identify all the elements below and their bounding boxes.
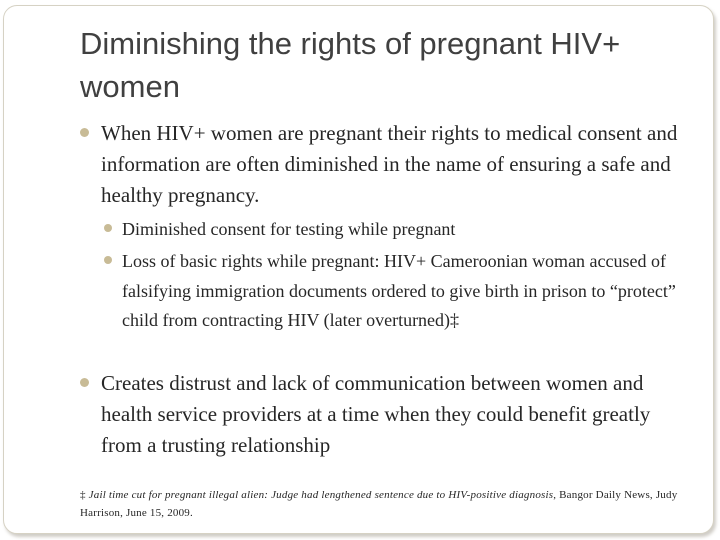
bullet-item-distrust: Creates distrust and lack of communicati… xyxy=(80,368,681,461)
sub-bullet-item-consent-testing: Diminished consent for testing while pre… xyxy=(104,215,682,245)
bullet-icon xyxy=(104,256,112,264)
footnote: ‡ Jail time cut for pregnant illegal ali… xyxy=(80,486,690,522)
sub-bullet-text: Diminished consent for testing while pre… xyxy=(122,219,456,239)
bullet-icon xyxy=(80,378,89,387)
slide-title: Diminishing the rights of pregnant HIV+ … xyxy=(80,26,621,104)
bullet-text: When HIV+ women are pregnant their right… xyxy=(101,121,678,207)
sub-bullet-item-cameroonian-case: Loss of basic rights while pregnant: HIV… xyxy=(104,247,682,336)
bullet-icon xyxy=(80,128,89,137)
footnote-source: , Bangor Daily News, Judy Harrison, June… xyxy=(80,489,678,519)
footnote-mark: ‡ xyxy=(80,489,89,501)
bullet-icon xyxy=(104,224,112,232)
bullet-text: Creates distrust and lack of communicati… xyxy=(101,371,651,457)
bullet-item-rights-diminished: When HIV+ women are pregnant their right… xyxy=(80,118,681,211)
sub-bullet-text: Loss of basic rights while pregnant: HIV… xyxy=(122,251,676,330)
slide-frame xyxy=(3,5,714,534)
footnote-article-title: Jail time cut for pregnant illegal alien… xyxy=(88,489,554,501)
